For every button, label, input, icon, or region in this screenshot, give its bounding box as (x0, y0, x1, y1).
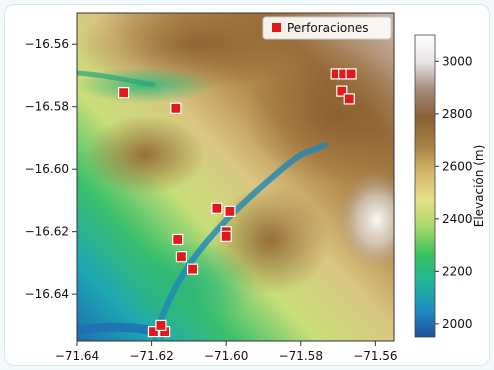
elevation-map-figure: −71.64 −71.62 −71.60 −71.58 −71.56 −16.56−16… (25, 12, 486, 363)
colorbar-tick-label: 2200 (442, 264, 473, 278)
stream-northwest (77, 70, 156, 88)
drillhole-marker (224, 205, 236, 217)
x-tick-label: −71.60 (204, 349, 248, 363)
y-axis: −16.56 −16.58 −16.60 −16.62 −16.64 (25, 37, 77, 301)
colorbar-title: Elevación (m) (472, 145, 486, 228)
legend-label: Perforaciones (287, 21, 369, 35)
drillhole-marker (220, 230, 232, 242)
plot-area (77, 13, 394, 341)
drillhole-marker (175, 251, 188, 263)
drillhole-marker (170, 102, 182, 114)
river-channel (152, 142, 328, 340)
plot-frame (76, 12, 395, 342)
x-axis: −71.64 −71.62 −71.60 −71.58 −71.56 (55, 341, 398, 363)
legend: Perforaciones (262, 16, 392, 40)
colorbar-tick-label: 2800 (442, 107, 473, 121)
x-tick-label: −71.64 (55, 349, 99, 363)
drillhole-marker (336, 85, 348, 97)
drillhole-marker (172, 233, 184, 246)
y-tick-label: −16.64 (25, 287, 69, 301)
drillhole-marker (211, 202, 223, 214)
y-tick-label: −16.58 (25, 100, 69, 114)
x-tick-label: −71.58 (279, 349, 323, 363)
colorbar-tick-label: 2400 (442, 212, 473, 226)
drillhole-marker (118, 87, 130, 99)
colorbar-scale (414, 34, 436, 338)
terrain-ridge-east (245, 45, 394, 185)
colorbar-tick-label: 3000 (442, 54, 473, 68)
y-tick-label: −16.60 (25, 162, 69, 176)
legend-marker (272, 23, 281, 32)
colorbar-tick-label: 2600 (442, 159, 473, 173)
colorbar: 2000 2200 2400 2600 2800 3000 Elevación (m) (414, 34, 486, 338)
colorbar-tick-label: 2000 (442, 317, 473, 331)
legend-box (262, 16, 392, 40)
drillhole-marker (155, 319, 167, 331)
terrain-peak-snow (337, 170, 394, 270)
x-tick-label: −71.56 (353, 349, 397, 363)
terrain-ridge-west (85, 115, 205, 195)
colorbar-ticks: 2000 2200 2400 2600 2800 3000 (435, 54, 473, 331)
x-tick-label: −71.62 (129, 349, 173, 363)
drillhole-marker (147, 326, 160, 338)
y-tick-label: −16.56 (25, 37, 69, 51)
drillhole-marker (187, 263, 199, 275)
y-tick-label: −16.62 (25, 225, 69, 239)
drillhole-marker (343, 93, 355, 105)
terrain-valley-south (115, 240, 255, 330)
figure-panel: −71.64 −71.62 −71.60 −71.58 −71.56 −16.56 −16… (4, 4, 490, 366)
drillhole-marker (345, 68, 357, 80)
drillhole-markers (118, 68, 357, 338)
